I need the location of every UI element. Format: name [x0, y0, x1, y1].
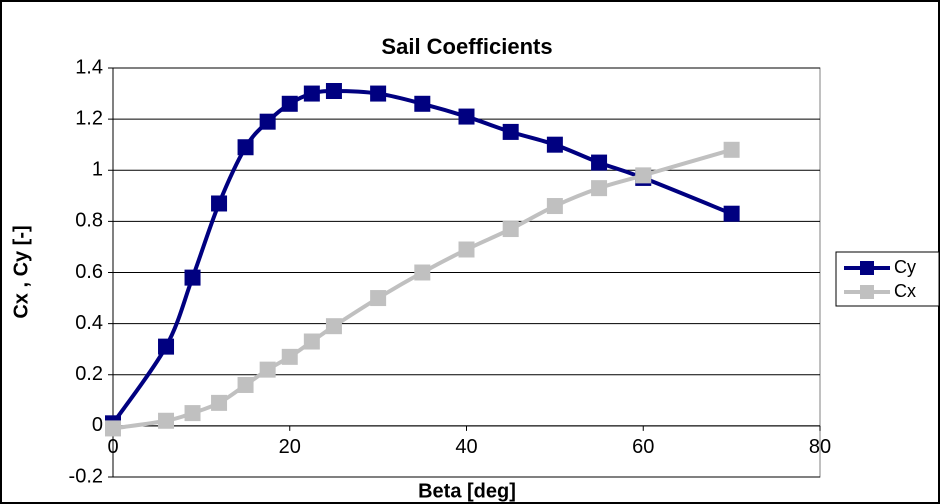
marker: [281, 95, 298, 112]
chart-title: Sail Coefficients: [381, 34, 552, 59]
marker: [370, 290, 387, 307]
marker: [635, 167, 652, 184]
legend-label: Cy: [894, 257, 916, 277]
marker: [325, 83, 342, 100]
legend-label: Cx: [894, 281, 916, 301]
marker: [414, 95, 431, 112]
marker: [303, 85, 320, 102]
y-tick-label: 1.4: [75, 56, 103, 78]
marker: [414, 264, 431, 281]
x-tick-label: 80: [809, 436, 831, 458]
legend-marker: [860, 285, 874, 299]
marker: [211, 195, 228, 212]
marker: [237, 139, 254, 156]
y-tick-label: 1.2: [75, 107, 103, 129]
x-tick-label: 60: [632, 436, 654, 458]
marker: [502, 221, 519, 238]
marker: [259, 113, 276, 130]
y-axis-title: Cx , Cy [-]: [10, 225, 32, 318]
marker: [723, 205, 740, 222]
legend-marker: [860, 261, 874, 275]
y-tick-label: 0.8: [75, 210, 103, 232]
marker: [158, 338, 175, 355]
y-tick-label: -0.2: [69, 465, 103, 487]
x-tick-label: 0: [107, 436, 118, 458]
x-axis-title: Beta [deg]: [418, 480, 516, 502]
marker: [184, 269, 201, 286]
x-tick-label: 20: [279, 436, 301, 458]
marker: [158, 412, 175, 429]
x-tick-label: 40: [455, 436, 477, 458]
marker: [502, 123, 519, 140]
y-tick-label: 0.6: [75, 261, 103, 283]
marker: [259, 361, 276, 378]
marker: [458, 108, 475, 125]
marker: [591, 154, 608, 171]
y-tick-label: 0: [92, 414, 103, 436]
marker: [237, 376, 254, 393]
y-tick-label: 0.4: [75, 312, 103, 334]
marker: [546, 136, 563, 153]
marker: [591, 180, 608, 197]
marker: [184, 405, 201, 422]
marker: [325, 318, 342, 335]
marker: [303, 333, 320, 350]
y-tick-label: 1: [92, 159, 103, 181]
marker: [723, 141, 740, 158]
marker: [458, 241, 475, 258]
marker: [281, 348, 298, 365]
y-tick-label: 0.2: [75, 363, 103, 385]
legend: [835, 251, 940, 307]
marker: [211, 394, 228, 411]
marker: [546, 198, 563, 215]
marker: [105, 420, 121, 437]
marker: [370, 85, 387, 102]
